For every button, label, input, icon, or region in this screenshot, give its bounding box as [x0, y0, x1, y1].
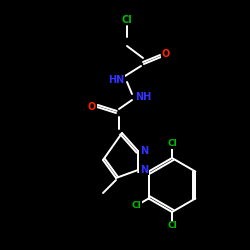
Text: HN: HN [108, 75, 124, 85]
Text: O: O [162, 49, 170, 59]
Text: N: N [140, 165, 148, 175]
Text: N: N [140, 146, 148, 156]
Text: Cl: Cl [167, 222, 177, 230]
Text: NH: NH [135, 92, 151, 102]
Text: Cl: Cl [167, 140, 177, 148]
Text: Cl: Cl [122, 15, 132, 25]
Text: O: O [88, 102, 96, 112]
Text: Cl: Cl [132, 201, 141, 210]
